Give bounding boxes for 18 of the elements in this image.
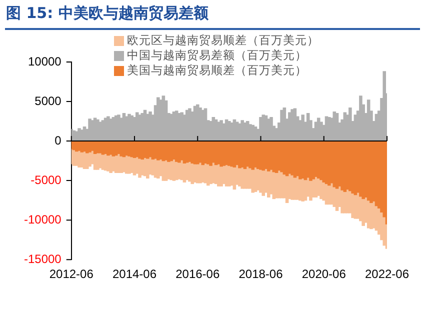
y-tick-label: 10000 [28, 54, 62, 68]
x-tick-label: 2018-06 [238, 267, 284, 282]
legend-label: 美国与越南贸易顺差（百万美元） [127, 63, 307, 78]
y-tick-label: 0 [54, 133, 62, 148]
y-tick-label: -15000 [24, 252, 62, 266]
legend-label: 欧元区与越南贸易顺差（百万美元） [127, 33, 319, 48]
y-tick-label: -10000 [24, 212, 62, 226]
y-tick-label: -5000 [30, 172, 62, 187]
chart-title: 图 15: 中美欧与越南贸易差额 [6, 4, 208, 23]
x-tick-label: 2020-06 [302, 267, 346, 282]
x-tick-label: 2016-06 [176, 267, 220, 282]
y-tick-label: 5000 [34, 94, 62, 108]
x-tick-label: 2022-06 [364, 267, 410, 282]
bar [382, 71, 386, 142]
bar [270, 117, 273, 142]
x-tick-label: 2012-06 [49, 267, 94, 282]
x-tick-label: 2014-06 [112, 267, 157, 282]
legend-label: 中国与越南贸易差额（百万美元） [127, 48, 307, 63]
